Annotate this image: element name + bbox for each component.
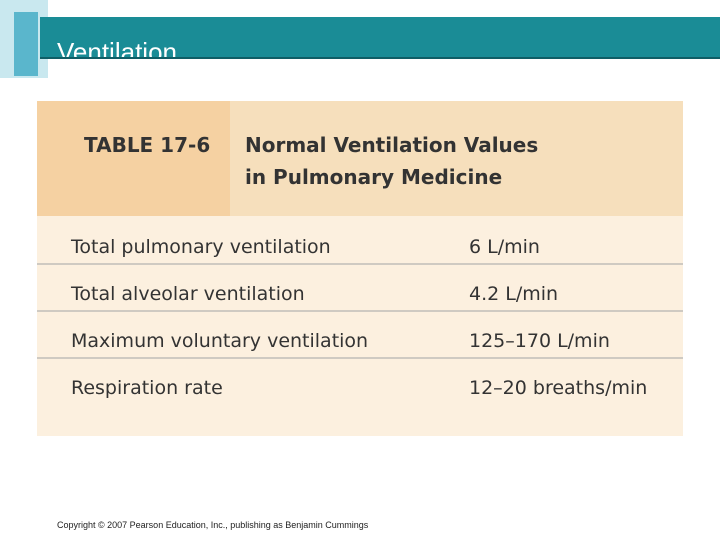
table-row: Total alveolar ventilation 4.2 L/min	[37, 271, 683, 318]
table-row: Total pulmonary ventilation 6 L/min	[37, 224, 683, 271]
table-label: TABLE 17-6	[84, 133, 211, 157]
table-row: Maximum voluntary ventilation 125–170 L/m…	[37, 318, 683, 365]
table-caption-cell: Normal Ventilation Values in Pulmonary M…	[230, 101, 683, 216]
row-value: 12–20 breaths/min	[469, 377, 648, 399]
table-caption: in Pulmonary Medicine	[245, 165, 503, 189]
slide-title: Ventilation	[57, 37, 177, 59]
copyright: Copyright © 2007 Pearson Education, Inc.…	[57, 520, 369, 530]
table-row: Respiration rate 12–20 breaths/min	[37, 365, 683, 412]
decor	[14, 12, 38, 76]
row-value: 4.2 L/min	[469, 283, 559, 305]
row-label: Maximum voluntary ventilation	[71, 330, 369, 352]
row-separator	[37, 357, 683, 359]
row-label: Total pulmonary ventilation	[71, 236, 331, 258]
row-value: 6 L/min	[469, 236, 540, 258]
row-separator	[37, 263, 683, 265]
table: TABLE 17-6 Normal Ventilation Values in …	[37, 101, 683, 436]
title-bar: Ventilation	[40, 17, 720, 59]
row-separator	[37, 310, 683, 312]
table-label-cell: TABLE 17-6	[37, 101, 230, 216]
row-label: Respiration rate	[71, 377, 223, 399]
row-label: Total alveolar ventilation	[71, 283, 305, 305]
row-value: 125–170 L/min	[469, 330, 610, 352]
table-caption: Normal Ventilation Values	[245, 133, 539, 157]
